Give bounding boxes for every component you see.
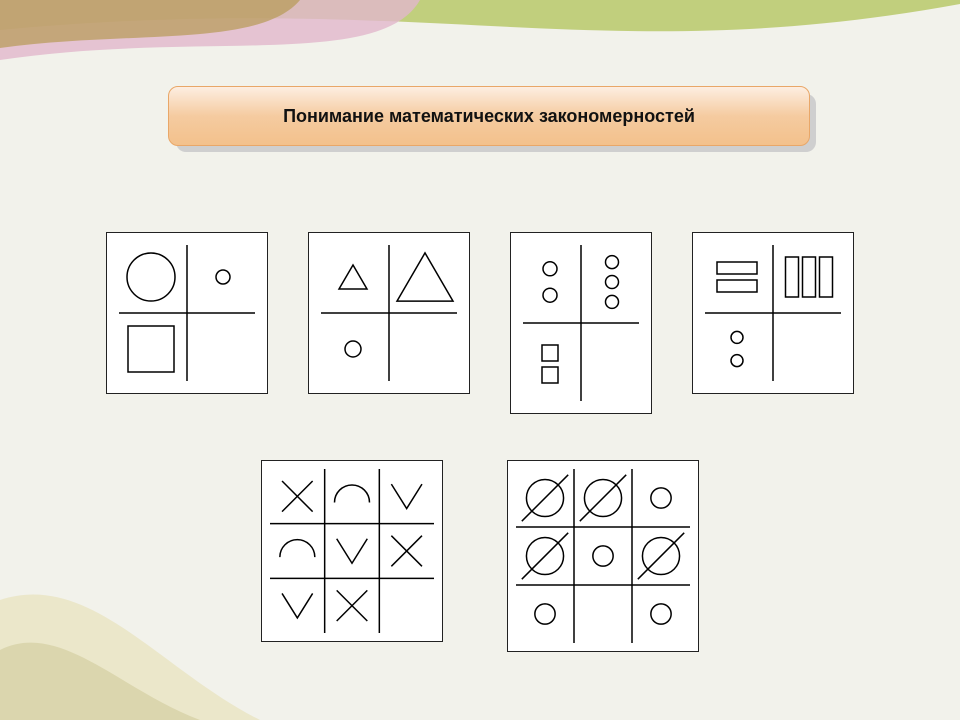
puzzle-svg <box>508 461 698 651</box>
title-badge-body: Понимание математических закономерностей <box>168 86 810 146</box>
puzzle-row-2 <box>0 460 960 652</box>
title-badge: Понимание математических закономерностей <box>168 86 808 144</box>
puzzle-svg <box>262 461 442 641</box>
slide-canvas: Понимание математических закономерностей <box>0 0 960 720</box>
puzzle-card <box>692 232 854 394</box>
puzzle-card <box>308 232 470 394</box>
puzzle-svg <box>309 233 469 393</box>
puzzle-card <box>106 232 268 394</box>
puzzle-row-1 <box>0 232 960 414</box>
puzzle-card <box>507 460 699 652</box>
puzzle-card <box>261 460 443 642</box>
puzzle-card <box>510 232 652 414</box>
puzzle-svg <box>107 233 267 393</box>
puzzle-svg <box>693 233 853 393</box>
title-text: Понимание математических закономерностей <box>283 106 695 127</box>
puzzle-svg <box>511 233 651 413</box>
